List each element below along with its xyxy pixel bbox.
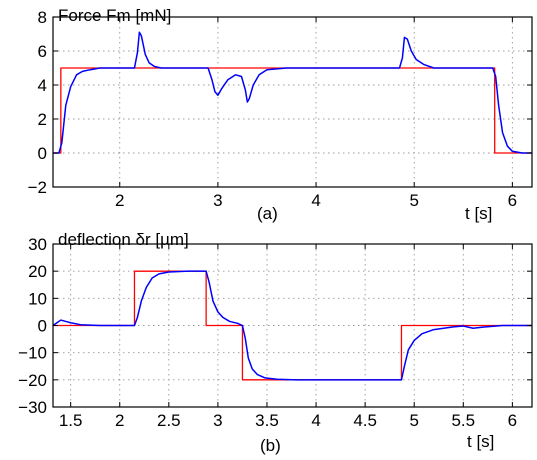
chart-panel-b: 1.5 2 2.5 3 3.5 4 4.5 5 5.5 6 −30 −20 −10 0 10 20 30 def…: [18, 230, 533, 455]
chart-b-ytick-label: −30: [18, 398, 47, 417]
chart-b-xtick-label: 6: [508, 411, 517, 430]
chart-a-title: Force Fm [mN]: [58, 6, 171, 25]
chart-b-xtick-label: 5.5: [451, 411, 475, 430]
chart-b-xlabel: t [s]: [467, 432, 494, 451]
chart-a-ytick-label: 2: [38, 110, 47, 129]
chart-a-caption: (a): [257, 204, 278, 223]
chart-a-xtick-label: 2: [115, 191, 124, 210]
chart-b-caption: (b): [260, 436, 281, 455]
chart-b-ytick-label: 20: [28, 262, 47, 281]
chart-b-plot-area: 1.5 2 2.5 3 3.5 4 4.5 5 5.5 6 −30 −20 −10 0 10 20 30: [18, 235, 533, 430]
chart-a-ytick-label: 0: [38, 144, 47, 163]
chart-a-plot-area: 2 3 4 5 6 −2 0 2 4 6 8: [28, 8, 533, 210]
chart-b-xtick-label: 4: [311, 411, 320, 430]
chart-b-ytick-label: −10: [18, 344, 47, 363]
chart-a-series-reference-line: [53, 67, 532, 154]
chart-a-xtick-label: 5: [409, 191, 418, 210]
chart-b-xtick-label: 5: [409, 411, 418, 430]
chart-a-xtick-label: 4: [311, 191, 320, 210]
chart-b-xtick-label: 2.5: [157, 411, 181, 430]
chart-b-series-reference-line: [53, 270, 532, 381]
chart-b-xtick-label: 2: [115, 411, 124, 430]
chart-a-axes-frame: [52, 16, 533, 188]
chart-b-title: deflection δr [µm]: [58, 230, 189, 249]
chart-a-ytick-label: 6: [38, 42, 47, 61]
chart-b-series-measured-line: [52, 270, 532, 381]
chart-a-xlabel: t [s]: [465, 204, 492, 223]
chart-a-series-measured-line: [53, 31, 532, 154]
chart-a-ytick-label: −2: [28, 178, 47, 197]
chart-b-xtick-label: 3: [213, 411, 222, 430]
chart-a-ytick-label: 4: [38, 76, 47, 95]
chart-b-ytick-label: 30: [28, 235, 47, 254]
chart-a-xtick-label: 6: [508, 191, 517, 210]
chart-b-ytick-label: 0: [38, 317, 47, 336]
chart-b-ytick-label: −20: [18, 371, 47, 390]
chart-a-ytick-label: 8: [38, 8, 47, 27]
chart-a-xtick-label: 3: [213, 191, 222, 210]
chart-b-xtick-label: 4.5: [353, 411, 377, 430]
chart-b-xtick-label: 3.5: [255, 411, 279, 430]
chart-b-xtick-label: 1.5: [59, 411, 83, 430]
chart-b-ytick-label: 10: [28, 289, 47, 308]
chart-panel-a: 2 3 4 5 6 −2 0 2 4 6 8 Force Fm [mN] (a) t [s]: [28, 6, 533, 223]
